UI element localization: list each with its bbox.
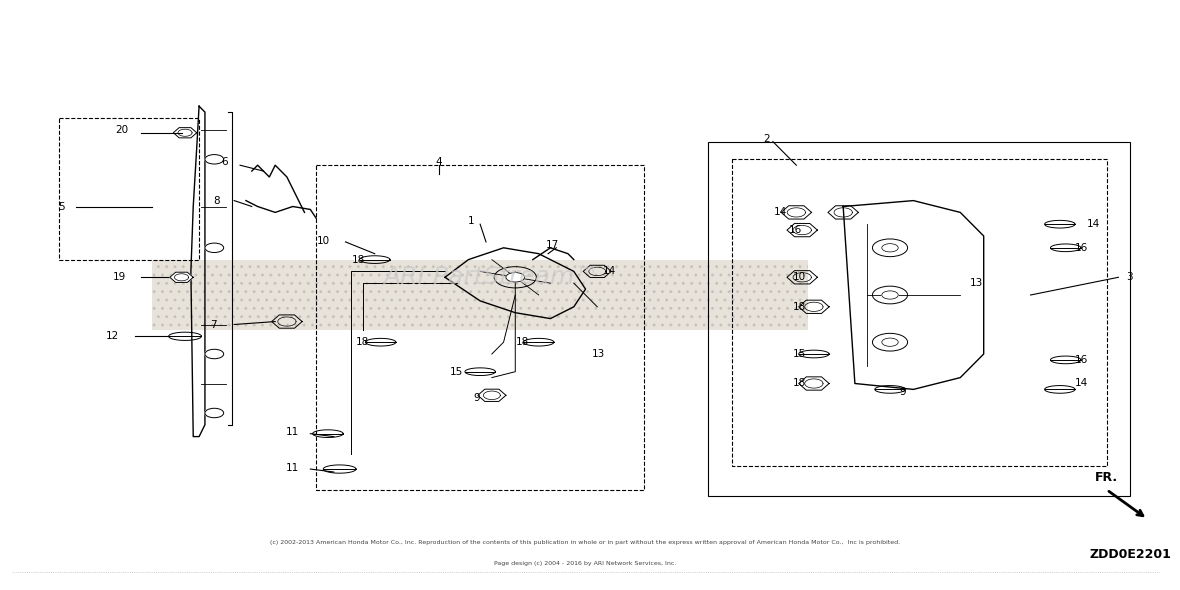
Text: 3: 3 xyxy=(1127,273,1133,282)
Circle shape xyxy=(881,244,898,252)
Text: 18: 18 xyxy=(355,337,369,347)
Text: Page design (c) 2004 - 2016 by ARI Network Services, Inc.: Page design (c) 2004 - 2016 by ARI Netwo… xyxy=(494,561,676,566)
Text: 8: 8 xyxy=(214,196,221,205)
Text: 10: 10 xyxy=(793,273,806,282)
Circle shape xyxy=(506,273,525,282)
Text: 1: 1 xyxy=(467,217,474,226)
Text: 19: 19 xyxy=(113,273,126,282)
Text: 15: 15 xyxy=(793,349,806,359)
Text: 18: 18 xyxy=(793,379,806,388)
Text: 4: 4 xyxy=(435,158,442,167)
Bar xyxy=(708,142,1130,496)
Text: 2: 2 xyxy=(763,134,771,143)
Text: ZDD0E2201: ZDD0E2201 xyxy=(1089,548,1171,561)
Circle shape xyxy=(881,291,898,299)
Circle shape xyxy=(881,338,898,346)
Bar xyxy=(732,159,1107,466)
Text: 9: 9 xyxy=(899,388,906,397)
Bar xyxy=(59,118,199,260)
Text: 16: 16 xyxy=(789,225,802,235)
Bar xyxy=(316,165,644,490)
Circle shape xyxy=(205,155,224,164)
Text: 16: 16 xyxy=(1075,243,1088,253)
Text: 11: 11 xyxy=(286,463,299,473)
Text: 5: 5 xyxy=(58,202,65,211)
Text: 12: 12 xyxy=(106,332,119,341)
Text: 14: 14 xyxy=(774,208,787,217)
Text: 9: 9 xyxy=(473,394,480,403)
Bar xyxy=(152,260,808,330)
Text: 11: 11 xyxy=(286,427,299,437)
Circle shape xyxy=(205,349,224,359)
Polygon shape xyxy=(170,272,194,283)
Text: FR.: FR. xyxy=(1095,471,1119,484)
Text: 6: 6 xyxy=(222,158,229,167)
Text: 7: 7 xyxy=(210,320,217,329)
Text: 13: 13 xyxy=(970,278,983,288)
Text: 15: 15 xyxy=(450,367,463,376)
Circle shape xyxy=(205,243,224,253)
Text: 18: 18 xyxy=(793,302,806,312)
Text: 17: 17 xyxy=(546,240,559,250)
Text: 16: 16 xyxy=(1075,355,1088,365)
Circle shape xyxy=(205,408,224,418)
Text: 18: 18 xyxy=(352,255,366,264)
Text: 14: 14 xyxy=(1075,379,1088,388)
Text: 10: 10 xyxy=(317,236,330,245)
Text: ARI PartStream™: ARI PartStream™ xyxy=(384,266,601,289)
Text: 14: 14 xyxy=(1087,219,1100,229)
Text: 14: 14 xyxy=(603,267,616,276)
Text: 20: 20 xyxy=(116,125,129,135)
Text: (c) 2002-2013 American Honda Motor Co., Inc. Reproduction of the contents of thi: (c) 2002-2013 American Honda Motor Co., … xyxy=(270,540,900,545)
Text: 13: 13 xyxy=(591,349,604,359)
Text: 18: 18 xyxy=(516,337,530,347)
